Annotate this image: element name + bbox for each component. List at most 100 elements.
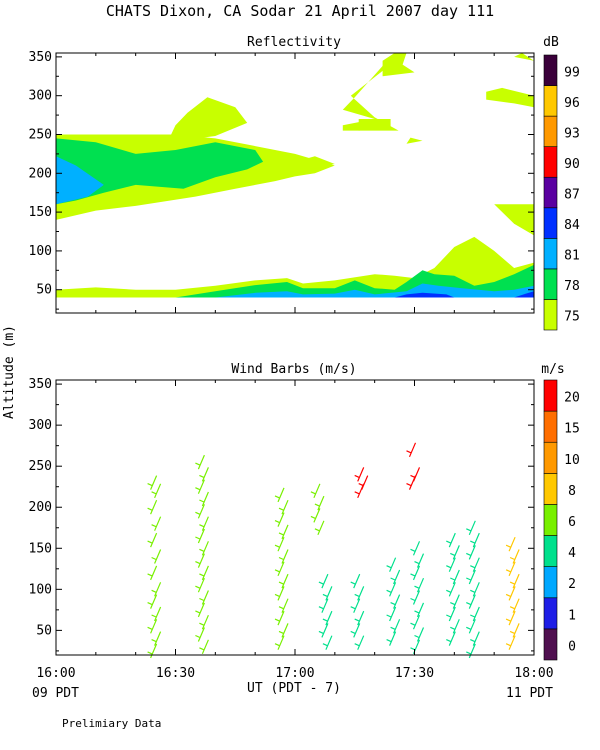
wind-ytick-label-200: 200 xyxy=(29,500,52,515)
wind-barb-7-4 xyxy=(386,606,397,622)
wind-colorbar-label-0: 0 xyxy=(568,639,576,654)
refl-colorbar-cell-6 xyxy=(543,115,558,147)
wind-barb-2-10 xyxy=(274,610,285,626)
x-sublabel-right: 11 PDT xyxy=(506,686,553,701)
footer-note: Prelimiary Data xyxy=(62,717,161,730)
wind-barb-0-3 xyxy=(151,516,162,531)
refl-colorbar-label-75: 75 xyxy=(564,310,580,325)
wind-colorbar-label-8: 8 xyxy=(568,484,576,499)
wind-barb-11-4 xyxy=(466,569,476,585)
wind-barb-9-5 xyxy=(414,602,425,618)
wind-colorbar-cell-6 xyxy=(543,441,558,474)
refl-colorbar-label-93: 93 xyxy=(564,126,580,141)
wind-xtick-label-2: 17:00 xyxy=(275,666,314,681)
wind-barb-7-3 xyxy=(390,594,401,609)
wind-barb-8-0 xyxy=(406,442,417,458)
wind-barb-12-4 xyxy=(505,586,516,601)
wind-barb-9-1 xyxy=(414,553,425,568)
wind-barb-1-9 xyxy=(199,565,209,581)
wind-x-axis: 16:00 16:30 17:00 17:30 18:00 xyxy=(36,380,554,681)
refl-colorbar-label-87: 87 xyxy=(564,188,580,203)
refl-ytick-label-300: 300 xyxy=(29,89,52,104)
y-axis-label: Altitude (m) xyxy=(2,325,17,419)
wind-barb-1-10 xyxy=(195,577,205,593)
wind-barb-0-1 xyxy=(151,483,162,499)
wind-barb-2-11 xyxy=(278,623,289,638)
wind-barb-11-1 xyxy=(470,532,480,548)
wind-barb-9-4 xyxy=(410,590,421,605)
wind-barb-0-4 xyxy=(147,532,158,548)
wind-barb-12-6 xyxy=(505,610,516,626)
wind-barb-1-2 xyxy=(195,479,205,494)
wind-barb-10-7 xyxy=(450,619,460,634)
wind-frame xyxy=(55,379,535,656)
wind-barb-1-5 xyxy=(199,516,209,531)
wind-barb-11-6 xyxy=(466,594,476,609)
wind-colorbar-label-20: 20 xyxy=(564,391,580,406)
wind-barbs xyxy=(147,442,520,659)
wind-barb-2-6 xyxy=(274,561,285,577)
wind-barb-4-2 xyxy=(318,598,329,613)
wind-barb-3-2 xyxy=(310,508,321,523)
wind-colorbar-label-6: 6 xyxy=(568,515,576,530)
wind-barb-0-11 xyxy=(151,631,162,646)
reflectivity-y-axis: 50 100 150 200 250 300 350 xyxy=(29,50,534,310)
wind-barb-5-4 xyxy=(350,623,361,638)
refl-ytick-label-200: 200 xyxy=(29,166,52,181)
wind-barb-12-0 xyxy=(505,536,516,552)
refl-ytick-label-250: 250 xyxy=(29,127,52,142)
wind-barb-0-0 xyxy=(147,475,158,490)
wind-colorbar-cell-8 xyxy=(543,379,558,412)
wind-barb-12-2 xyxy=(505,561,516,577)
wind-barb-11-2 xyxy=(466,545,476,560)
wind-colorbar: 0 1 2 4 6 8 10 15 20 xyxy=(543,379,580,661)
reflectivity-title: Reflectivity xyxy=(247,35,341,50)
wind-title: Wind Barbs (m/s) xyxy=(231,362,356,377)
contour-75db-7 xyxy=(486,87,534,108)
wind-barb-2-0 xyxy=(274,487,285,503)
wind-barb-1-11 xyxy=(199,590,209,605)
wind-barb-2-2 xyxy=(274,512,285,527)
contour-78db-0 xyxy=(56,138,264,205)
wind-barb-8-1 xyxy=(410,467,421,482)
wind-barb-1-15 xyxy=(199,639,209,655)
wind-barb-10-0 xyxy=(446,532,456,548)
wind-colorbar-cell-7 xyxy=(543,410,558,443)
wind-barb-4-5 xyxy=(322,635,333,650)
wind-barb-0-9 xyxy=(151,606,162,622)
wind-ytick-label-100: 100 xyxy=(29,582,52,597)
wind-barb-6-2 xyxy=(354,483,365,499)
reflectivity-x-axis xyxy=(55,53,535,313)
wind-colorbar-label-1: 1 xyxy=(568,608,576,623)
wind-barb-2-3 xyxy=(278,524,289,540)
wind-xtick-label-4: 18:00 xyxy=(514,666,553,681)
wind-xtick-label-1: 16:30 xyxy=(156,666,195,681)
wind-barb-10-3 xyxy=(450,569,460,585)
wind-barb-12-5 xyxy=(509,598,520,613)
wind-barb-9-6 xyxy=(410,614,421,630)
wind-barb-5-0 xyxy=(350,573,361,589)
wind-barb-2-8 xyxy=(274,586,285,601)
refl-ytick-label-50: 50 xyxy=(36,283,52,298)
wind-barb-4-0 xyxy=(318,573,329,589)
wind-barb-11-8 xyxy=(466,619,476,634)
wind-barb-11-7 xyxy=(470,606,480,622)
wind-ytick-label-150: 150 xyxy=(29,541,52,556)
refl-colorbar-cell-7 xyxy=(543,85,558,117)
wind-barb-6-1 xyxy=(358,475,369,490)
figure-title: CHATS Dixon, CA Sodar 21 April 2007 day … xyxy=(106,2,494,20)
refl-colorbar-label-99: 99 xyxy=(564,65,580,80)
wind-barb-1-14 xyxy=(195,627,205,642)
wind-colorbar-cell-3 xyxy=(543,535,558,567)
wind-barb-7-0 xyxy=(386,557,397,572)
wind-barb-7-6 xyxy=(386,631,397,646)
wind-barb-0-5 xyxy=(151,549,162,564)
wind-barb-8-2 xyxy=(406,475,417,490)
refl-colorbar-label-78: 78 xyxy=(564,279,580,294)
contour-75db-3 xyxy=(342,56,399,131)
contour-75db-1 xyxy=(167,97,248,143)
wind-barb-10-6 xyxy=(446,606,456,622)
refl-colorbar-cell-0 xyxy=(543,299,558,331)
